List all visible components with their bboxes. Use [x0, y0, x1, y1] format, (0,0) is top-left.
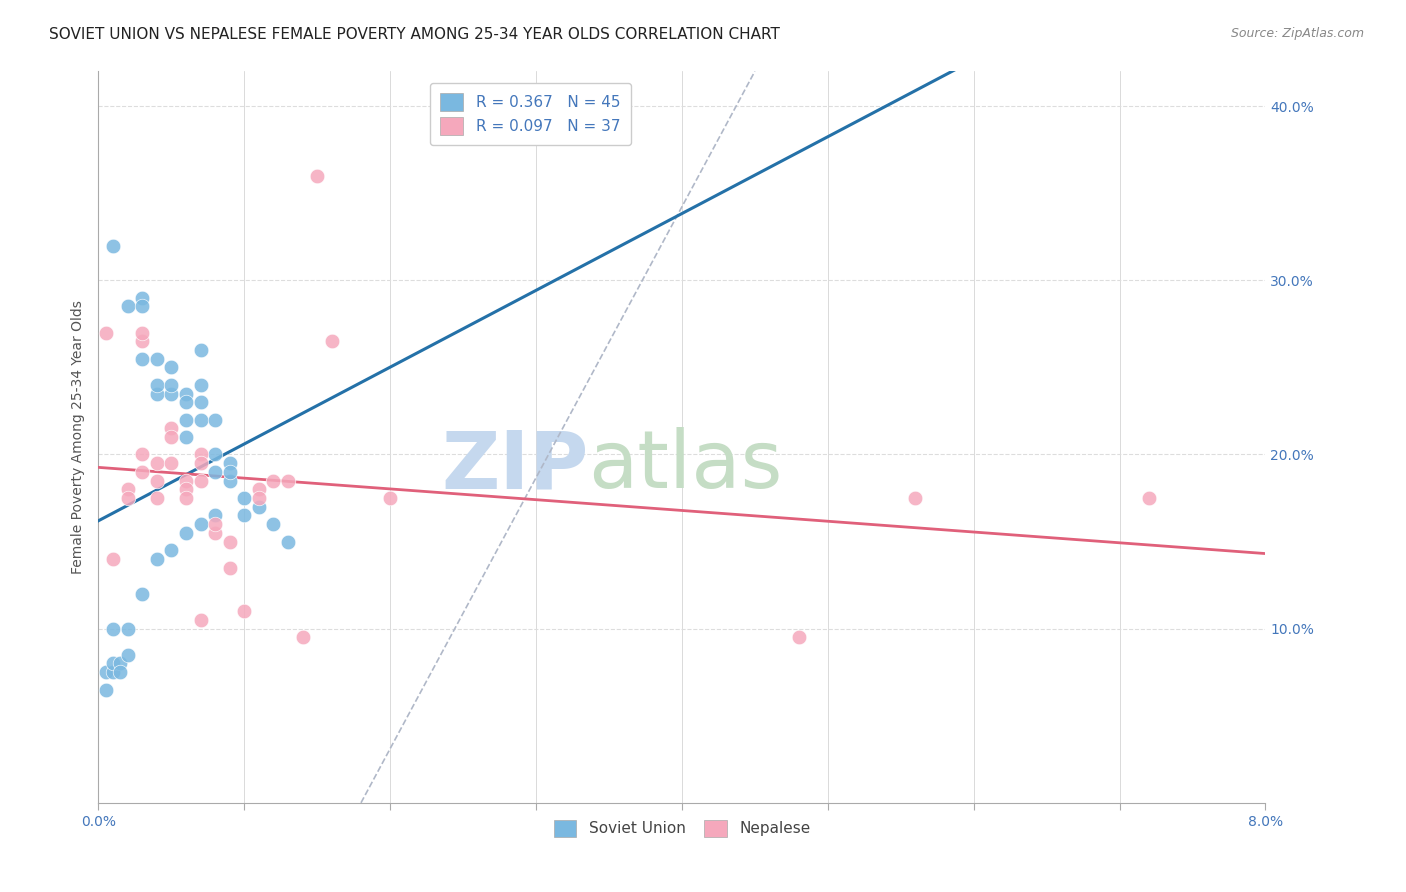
Point	[174, 525, 197, 540]
Point	[101, 552, 124, 566]
Point	[218, 456, 240, 470]
Point	[131, 326, 153, 340]
Point	[160, 456, 183, 470]
Point	[174, 430, 197, 444]
Point	[131, 448, 153, 462]
Point	[146, 491, 169, 505]
Point	[160, 386, 183, 401]
Point	[160, 430, 183, 444]
Point	[146, 377, 169, 392]
Point	[204, 448, 226, 462]
Point	[233, 508, 256, 523]
Text: atlas: atlas	[589, 427, 783, 506]
Point	[101, 238, 124, 252]
Point	[117, 300, 139, 314]
Point	[101, 657, 124, 671]
Point	[110, 665, 132, 680]
Point	[204, 465, 226, 479]
Point	[131, 300, 153, 314]
Point	[174, 386, 197, 401]
Point	[117, 491, 139, 505]
Point	[146, 351, 169, 366]
Point	[131, 351, 153, 366]
Point	[174, 412, 197, 426]
Text: Source: ZipAtlas.com: Source: ZipAtlas.com	[1230, 27, 1364, 40]
Point	[247, 500, 270, 514]
Point	[160, 360, 183, 375]
Point	[204, 508, 226, 523]
Point	[204, 517, 226, 532]
Point	[160, 421, 183, 435]
Point	[146, 386, 169, 401]
Point	[117, 483, 139, 497]
Text: SOVIET UNION VS NEPALESE FEMALE POVERTY AMONG 25-34 YEAR OLDS CORRELATION CHART: SOVIET UNION VS NEPALESE FEMALE POVERTY …	[49, 27, 780, 42]
Point	[94, 682, 117, 697]
Point	[218, 465, 240, 479]
Point	[101, 665, 124, 680]
Point	[131, 291, 153, 305]
Point	[1137, 491, 1160, 505]
Point	[160, 543, 183, 558]
Point	[94, 665, 117, 680]
Point	[307, 169, 329, 183]
Point	[277, 534, 299, 549]
Point	[94, 326, 117, 340]
Point	[146, 456, 169, 470]
Point	[262, 517, 284, 532]
Point	[904, 491, 927, 505]
Point	[190, 456, 212, 470]
Point	[174, 483, 197, 497]
Point	[190, 412, 212, 426]
Point	[233, 491, 256, 505]
Text: ZIP: ZIP	[441, 427, 589, 506]
Point	[218, 560, 240, 574]
Point	[204, 412, 226, 426]
Point	[262, 474, 284, 488]
Point	[218, 474, 240, 488]
Point	[131, 334, 153, 349]
Point	[160, 377, 183, 392]
Point	[380, 491, 402, 505]
Point	[190, 343, 212, 357]
Point	[787, 631, 810, 645]
Legend: Soviet Union, Nepalese: Soviet Union, Nepalese	[544, 811, 820, 847]
Point	[131, 587, 153, 601]
Point	[131, 465, 153, 479]
Point	[117, 648, 139, 662]
Point	[146, 552, 169, 566]
Point	[218, 534, 240, 549]
Point	[247, 491, 270, 505]
Point	[190, 517, 212, 532]
Point	[247, 483, 270, 497]
Point	[233, 604, 256, 618]
Point	[190, 395, 212, 409]
Point	[174, 395, 197, 409]
Point	[204, 525, 226, 540]
Point	[321, 334, 343, 349]
Point	[146, 474, 169, 488]
Point	[277, 474, 299, 488]
Point	[190, 448, 212, 462]
Point	[190, 474, 212, 488]
Point	[190, 377, 212, 392]
Point	[190, 613, 212, 627]
Point	[174, 491, 197, 505]
Point	[291, 631, 314, 645]
Point	[117, 622, 139, 636]
Point	[174, 474, 197, 488]
Y-axis label: Female Poverty Among 25-34 Year Olds: Female Poverty Among 25-34 Year Olds	[72, 300, 86, 574]
Point	[110, 657, 132, 671]
Point	[101, 622, 124, 636]
